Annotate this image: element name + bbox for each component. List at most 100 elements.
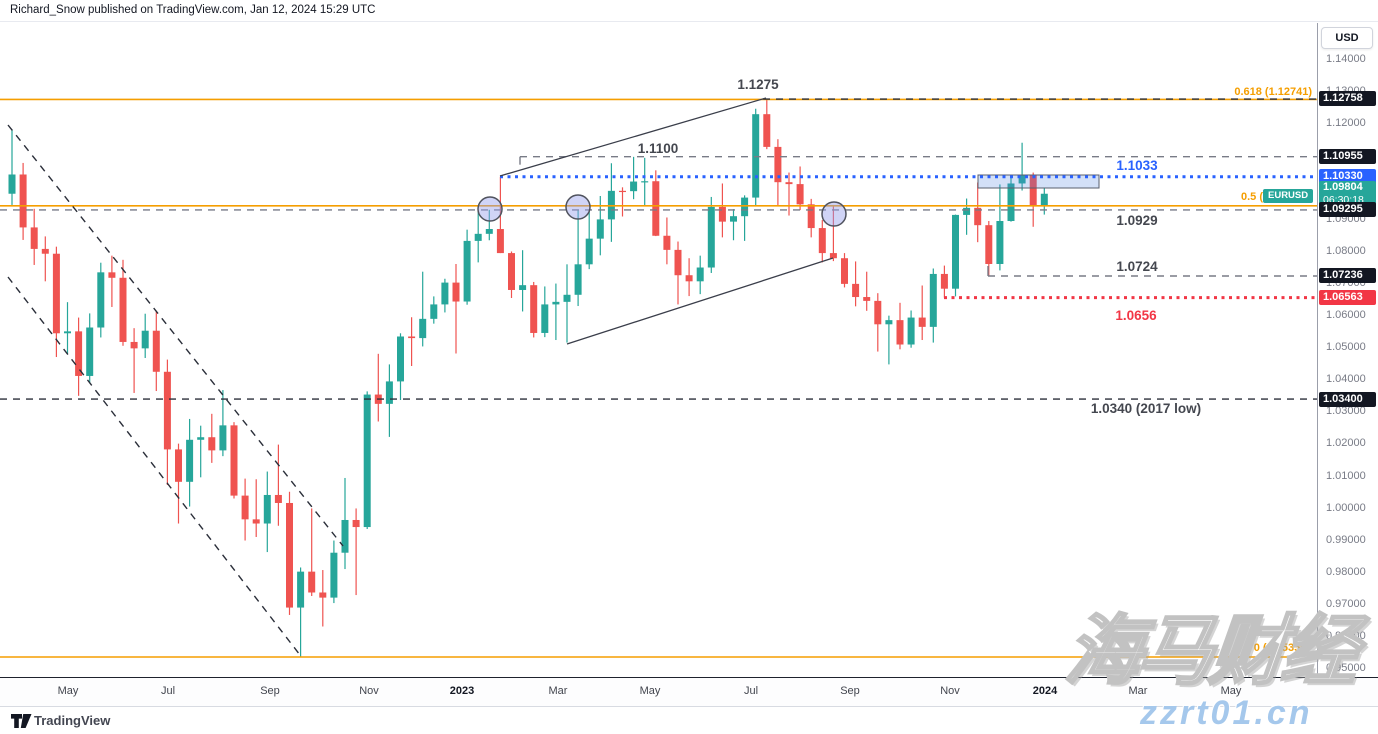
consolidation-box: [977, 174, 1100, 189]
candle-body: [841, 258, 848, 284]
price-marker-1.06563: 1.06563: [1319, 290, 1376, 306]
price-tick: 1.05000: [1326, 341, 1366, 354]
candle-body: [308, 571, 316, 593]
candle-body: [496, 229, 504, 254]
price-tick: 0.97000: [1326, 597, 1366, 610]
candle-body: [596, 219, 604, 239]
candle-body: [263, 494, 271, 524]
candle-body: [363, 394, 371, 528]
chart-canvas[interactable]: [0, 23, 1317, 677]
falling-channel-upper: [7, 124, 344, 547]
currency-toggle-button[interactable]: USD: [1321, 27, 1373, 49]
candle-body: [652, 181, 660, 236]
price-tick: 1.14000: [1326, 52, 1366, 65]
price-tick: 1.03000: [1326, 405, 1366, 418]
candle-body: [918, 317, 926, 327]
time-label-Sep: Sep: [840, 685, 860, 697]
tradingview-wordmark[interactable]: TradingView: [34, 713, 111, 728]
candle-body: [286, 502, 293, 608]
candle-body: [319, 592, 327, 598]
time-label-2024: 2024: [1032, 685, 1058, 697]
candle-body: [952, 214, 959, 289]
publish-attribution: Richard_Snow published on TradingView.co…: [10, 4, 376, 16]
candle-body: [274, 494, 282, 503]
candle-body: [1040, 193, 1048, 207]
candle-body: [963, 207, 971, 215]
time-label-2023: 2023: [449, 685, 475, 697]
tradingview-logo-icon[interactable]: [11, 714, 32, 733]
candle-body: [852, 283, 860, 298]
price-marker-1.09804: 1.09804 06:30:18: [1319, 180, 1376, 207]
candle-body: [41, 248, 49, 254]
time-label-Nov: Nov: [940, 685, 960, 697]
time-label-Sep: Sep: [260, 685, 280, 697]
candle-body: [175, 449, 182, 482]
candle-body: [718, 206, 726, 222]
price-marker-1.10330: 1.10330: [1319, 169, 1376, 185]
header-bar: Richard_Snow published on TradingView.co…: [0, 0, 1378, 22]
symbol-badge: EURUSD: [1263, 189, 1314, 203]
candlestick-chart[interactable]: [0, 23, 1317, 677]
candle-body: [985, 225, 993, 264]
price-tick: 0.95000: [1326, 662, 1366, 675]
candle-body: [152, 330, 160, 372]
candle-body: [297, 571, 305, 608]
candle-body: [419, 318, 427, 339]
highlight-circle: [821, 201, 847, 227]
candle-body: [75, 331, 83, 376]
price-axis[interactable]: 1.140001.130001.120001.110001.100001.090…: [1317, 23, 1378, 706]
candle-body: [64, 331, 71, 334]
footer-bar: TradingView: [0, 706, 1378, 734]
rising-wedge-lower: [566, 257, 834, 345]
candle-body: [119, 277, 127, 342]
candle-body: [485, 229, 493, 234]
candle-body: [696, 267, 704, 282]
candle-body: [108, 272, 116, 278]
candle-body: [52, 253, 60, 334]
candle-body: [474, 233, 482, 241]
candle-body: [896, 320, 904, 345]
candle-body: [774, 146, 782, 183]
candle-body: [8, 174, 16, 194]
price-tick: 0.99000: [1326, 533, 1366, 546]
candle-body: [563, 294, 571, 302]
candle-body: [818, 228, 826, 254]
candle-body: [186, 439, 194, 482]
price-tick: 1.06000: [1326, 309, 1366, 322]
candle-body: [241, 495, 249, 520]
candle-body: [1007, 183, 1015, 222]
candle-body: [530, 285, 538, 333]
candle-body: [519, 285, 527, 290]
candle-body: [829, 253, 837, 259]
candle-body: [252, 519, 260, 524]
time-axis[interactable]: May Jul Sep Nov 2023 Mar May Jul Sep Nov 2024 Mar Ma…: [0, 677, 1378, 706]
time-label-May: May: [639, 685, 661, 697]
candle-body: [508, 253, 515, 290]
candle-body: [219, 425, 227, 451]
candle-body: [574, 264, 582, 295]
candle-body: [619, 190, 626, 193]
candle-body: [208, 437, 216, 451]
candle-body: [796, 184, 804, 205]
candle-body: [752, 114, 760, 198]
candle-body: [552, 301, 560, 305]
highlight-circle: [477, 196, 503, 222]
candle-body: [929, 273, 937, 327]
rising-wedge-upper: [499, 97, 767, 177]
time-label-Jul: Jul: [160, 685, 176, 697]
price-tick: 1.01000: [1326, 469, 1366, 482]
candle-body: [352, 519, 360, 528]
candle-body: [885, 320, 893, 325]
candle-body: [130, 341, 138, 349]
candle-body: [19, 174, 27, 228]
time-label-May: May: [1220, 685, 1242, 697]
candle-body: [907, 317, 915, 345]
candle-body: [163, 371, 171, 450]
candle-body: [730, 216, 737, 222]
candle-body: [630, 181, 638, 192]
price-tick: 1.08000: [1326, 244, 1366, 257]
candle-body: [141, 330, 149, 349]
time-label-Mar: Mar: [1128, 685, 1148, 697]
candle-body: [430, 304, 438, 319]
